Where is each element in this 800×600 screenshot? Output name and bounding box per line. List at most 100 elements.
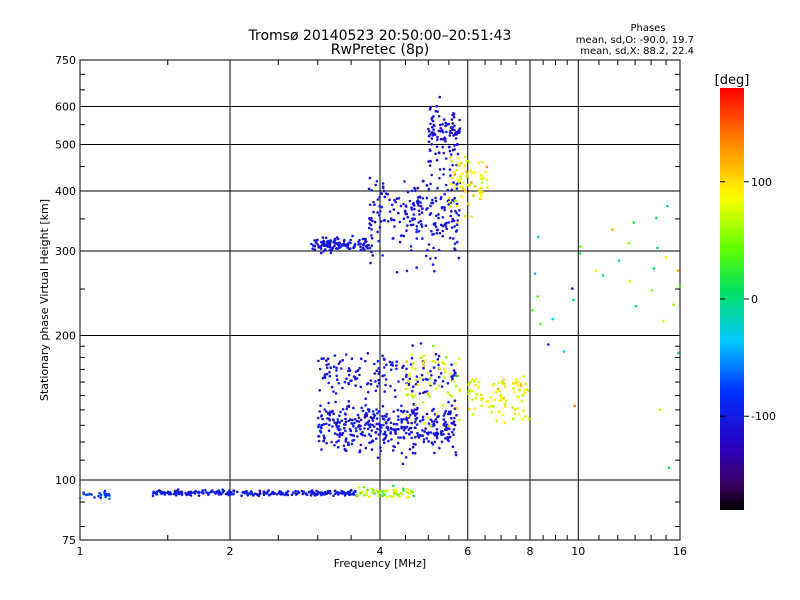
data-point <box>442 367 446 371</box>
data-point <box>415 423 419 426</box>
data-point <box>522 375 525 378</box>
data-point <box>317 439 321 443</box>
data-point <box>405 360 409 364</box>
data-point <box>424 254 428 258</box>
data-point <box>472 194 475 197</box>
data-point <box>320 357 324 361</box>
data-point <box>435 436 439 440</box>
data-point <box>422 364 426 367</box>
data-point <box>320 448 323 451</box>
data-point <box>251 493 255 496</box>
data-point <box>355 429 358 433</box>
data-point <box>393 490 396 494</box>
data-point <box>527 417 531 421</box>
data-point <box>323 493 326 496</box>
data-point <box>418 213 421 216</box>
data-point <box>355 377 359 380</box>
data-point <box>377 239 381 243</box>
data-point <box>480 174 484 177</box>
data-point <box>601 274 605 277</box>
data-point <box>479 397 483 400</box>
data-point <box>427 187 431 191</box>
data-point <box>432 407 436 411</box>
data-point <box>318 389 322 392</box>
data-point <box>373 492 376 495</box>
data-point <box>421 415 425 419</box>
data-point <box>397 427 400 431</box>
data-point <box>627 241 631 245</box>
data-point <box>321 236 325 239</box>
data-point <box>391 364 395 367</box>
data-point <box>514 408 517 411</box>
data-point <box>446 391 450 394</box>
data-point <box>431 119 435 123</box>
data-point <box>334 392 338 395</box>
data-point <box>662 319 665 323</box>
data-point <box>452 369 456 372</box>
data-point <box>516 380 519 384</box>
data-point <box>316 492 320 495</box>
data-point <box>492 405 495 408</box>
data-point <box>430 201 433 205</box>
data-point <box>371 410 375 413</box>
data-point <box>404 456 408 459</box>
data-point <box>344 429 347 433</box>
data-point <box>425 196 429 200</box>
data-point <box>435 145 439 149</box>
data-point <box>423 430 427 433</box>
data-point <box>434 256 437 260</box>
data-point <box>414 189 417 193</box>
data-point <box>450 430 454 434</box>
data-point <box>328 370 331 374</box>
data-point <box>232 489 235 492</box>
data-point <box>437 115 441 118</box>
data-point <box>397 418 400 422</box>
data-point <box>385 495 389 499</box>
data-point <box>340 419 344 423</box>
x-axis-title: Frequency [MHz] <box>334 557 426 570</box>
data-point <box>367 226 371 230</box>
data-point <box>370 429 374 432</box>
data-point <box>443 375 446 379</box>
data-point <box>400 234 404 237</box>
data-point <box>428 377 432 380</box>
data-point <box>383 358 386 362</box>
data-point <box>472 380 476 384</box>
data-point <box>278 490 281 493</box>
data-point <box>363 427 366 430</box>
data-point <box>428 395 431 398</box>
data-point <box>446 427 450 430</box>
data-point <box>427 129 431 133</box>
data-point <box>376 230 379 234</box>
data-point <box>448 134 452 137</box>
data-point <box>419 434 422 438</box>
data-point <box>454 453 458 457</box>
data-point <box>443 192 447 196</box>
data-point <box>441 380 445 383</box>
data-point <box>317 434 320 438</box>
data-point <box>429 204 432 208</box>
data-point <box>197 494 201 497</box>
data-point <box>417 436 421 439</box>
data-point <box>398 240 402 244</box>
data-point <box>430 143 434 146</box>
data-point <box>326 240 329 243</box>
data-point <box>322 240 325 243</box>
data-point <box>594 269 598 273</box>
y-tick-label: 200 <box>55 330 76 343</box>
data-point <box>452 428 456 431</box>
data-point <box>438 176 441 180</box>
data-point <box>455 168 459 172</box>
data-point <box>429 431 433 434</box>
data-point <box>395 364 398 367</box>
data-point <box>394 432 397 436</box>
data-point <box>455 414 458 417</box>
data-point <box>412 213 416 216</box>
data-point <box>652 267 656 270</box>
data-point <box>374 183 378 187</box>
data-point <box>203 489 207 492</box>
data-point <box>342 444 346 448</box>
data-point <box>329 246 332 249</box>
data-point <box>479 197 482 200</box>
data-point <box>176 490 180 493</box>
